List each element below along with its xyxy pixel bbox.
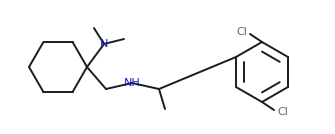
Text: N: N bbox=[100, 39, 108, 49]
Text: NH: NH bbox=[124, 78, 140, 88]
Text: Cl: Cl bbox=[278, 107, 288, 117]
Text: Cl: Cl bbox=[237, 27, 248, 37]
